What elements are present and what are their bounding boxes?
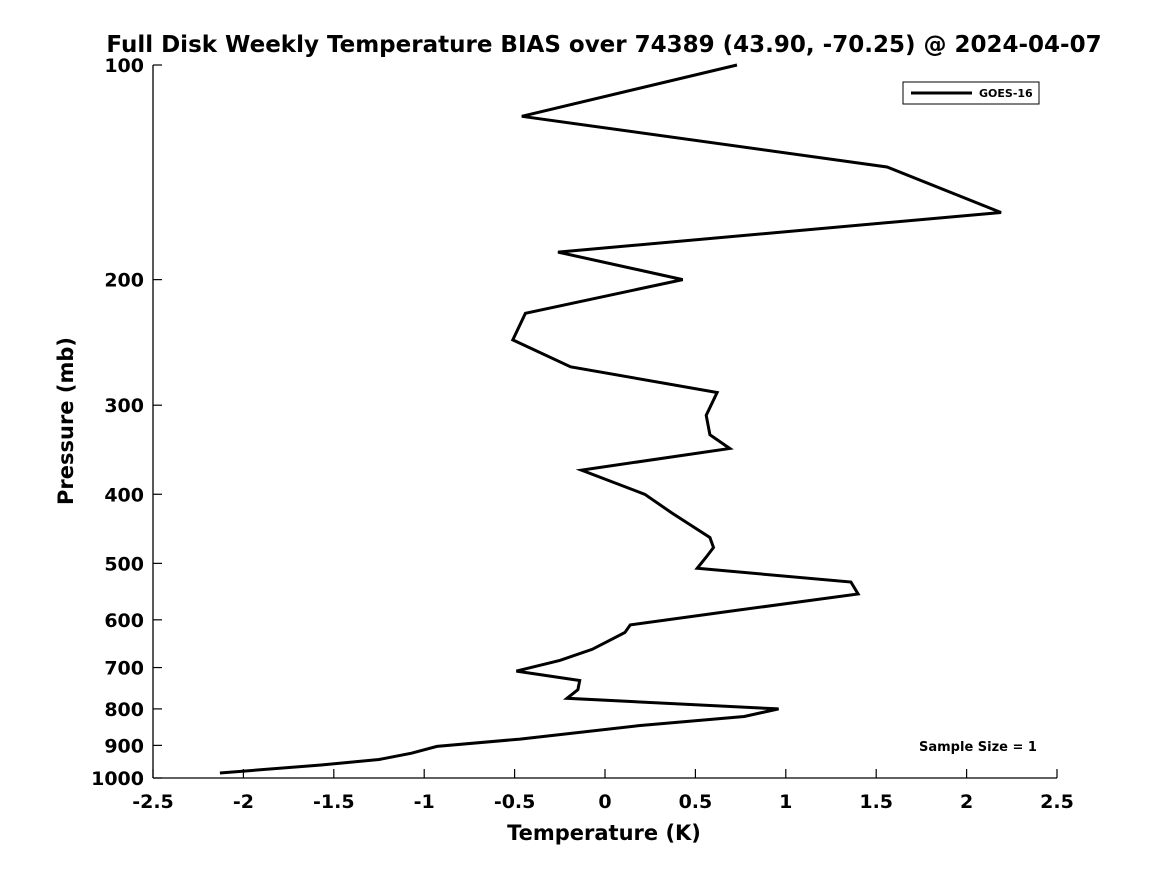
x-tick-label: 0 <box>598 791 611 813</box>
x-axis-label: Temperature (K) <box>507 821 701 845</box>
y-tick-label: 200 <box>104 270 144 292</box>
y-tick-label: 400 <box>104 484 144 506</box>
x-tick-label: 2.5 <box>1040 791 1074 813</box>
x-tick-label: -2.5 <box>132 791 174 813</box>
x-tick-label: -2 <box>233 791 254 813</box>
sample-size-annotation: Sample Size = 1 <box>919 740 1037 755</box>
y-tick-label: 800 <box>104 699 144 721</box>
chart-title: Full Disk Weekly Temperature BIAS over 7… <box>106 32 1101 58</box>
y-tick-label: 700 <box>104 658 144 680</box>
y-tick-label: 100 <box>104 55 144 77</box>
y-tick-label: 900 <box>104 735 144 757</box>
legend-entry-goes-16: GOES-16 <box>979 87 1033 100</box>
legend: GOES-16 <box>903 82 1039 104</box>
y-tick-label: 300 <box>104 395 144 417</box>
x-tick-label: 1 <box>779 791 792 813</box>
plot-area <box>153 65 1057 778</box>
y-tick-label: 1000 <box>91 768 144 790</box>
series-line-goes-16 <box>220 65 1001 773</box>
x-tick-label: 0.5 <box>679 791 713 813</box>
x-axis-ticks: -2.5 -2 -1.5 -1 -0.5 0 0.5 1 1.5 2 2.5 <box>132 769 1074 813</box>
y-tick-label: 500 <box>104 553 144 575</box>
y-tick-label: 600 <box>104 610 144 632</box>
x-tick-label: -1 <box>414 791 435 813</box>
series-layer <box>220 65 1001 773</box>
y-axis-ticks: 100 200 300 400 500 600 700 800 900 1000 <box>91 55 162 790</box>
y-axis-label: Pressure (mb) <box>54 337 78 505</box>
x-tick-label: -0.5 <box>494 791 536 813</box>
x-tick-label: 1.5 <box>859 791 893 813</box>
x-tick-label: -1.5 <box>313 791 355 813</box>
x-tick-label: 2 <box>960 791 973 813</box>
